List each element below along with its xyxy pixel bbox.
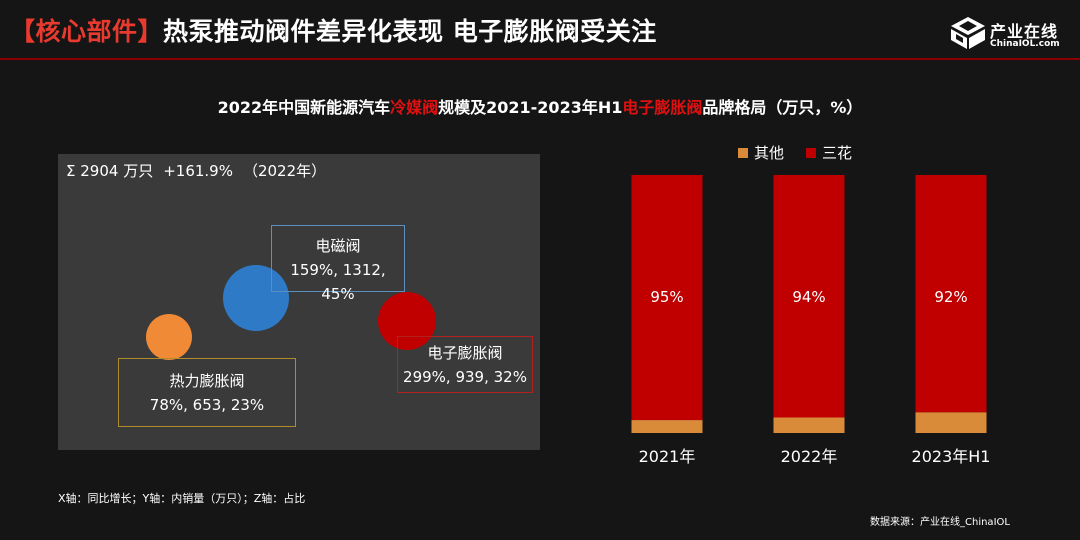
x-tick-label: 2021年	[639, 447, 696, 466]
chart-title-part2: 规模及2021-2023年H1	[438, 98, 623, 117]
summary-total: Σ 2904 万只	[66, 162, 154, 180]
bubble-label-name: 电子膨胀阀	[427, 344, 503, 362]
logo-name-cn: 产业在线	[990, 22, 1059, 41]
stacked-bar-chart: 95% 2021年 94% 2022年 92% 2023年H1	[631, 175, 991, 466]
bar-data-label: 95%	[650, 288, 683, 306]
chart-title-part1: 2022年中国新能源汽车	[217, 98, 391, 117]
chart-title-highlight2: 电子膨胀阀	[622, 98, 703, 117]
bubble-label-name: 电磁阀	[315, 237, 361, 255]
title-text: 热泵推动阀件差异化表现 电子膨胀阀受关注	[163, 17, 657, 46]
source-note: 数据来源：产业在线_ChinaIOL	[870, 517, 1010, 528]
bubble-label-thermal-expansion-valve: 热力膨胀阀 78%, 653, 23%	[118, 358, 296, 427]
bubble-chart-panel	[58, 154, 540, 450]
bar-segment-other	[915, 412, 987, 433]
chart-title-part3: 品牌格局（万只，%）	[702, 98, 863, 117]
axis-note: X轴：同比增长；Y轴：内销量（万只）；Z轴：占比	[58, 492, 306, 505]
logo-name-en: ChinaIOL.com	[990, 39, 1060, 49]
bar-segment-sanhua	[915, 175, 987, 413]
chart-title-highlight1: 冷媒阀	[390, 98, 439, 117]
bar-segment-sanhua	[631, 175, 703, 421]
bubble-label-values: 159%, 1312, 45%	[290, 261, 386, 303]
x-tick-label: 2022年	[781, 447, 838, 466]
legend-item-sanhua: 三花	[806, 142, 852, 163]
legend-swatch-sanhua	[806, 147, 817, 158]
bubble-summary: Σ 2904 万只 +161.9% （2022年）	[66, 160, 336, 181]
bubble-thermal-expansion-valve	[146, 314, 192, 360]
bar-segment-other	[773, 417, 845, 433]
bubble-label-values: 299%, 939, 32%	[403, 368, 527, 386]
header-divider	[0, 58, 1080, 60]
bubble-label-name: 热力膨胀阀	[169, 372, 245, 390]
bar-segment-other	[631, 420, 703, 433]
legend-label-other: 其他	[754, 144, 785, 162]
bubble-label-solenoid-valve: 电磁阀 159%, 1312, 45%	[271, 225, 405, 303]
legend-label-sanhua: 三花	[822, 144, 853, 162]
legend-swatch-other	[738, 147, 748, 158]
x-tick-label: 2023年H1	[912, 447, 991, 466]
bubble-solenoid-valve	[223, 265, 289, 331]
bar-segment-sanhua	[773, 175, 845, 418]
bubble-label-values: 78%, 653, 23%	[149, 396, 265, 414]
title-bracket: 【核心部件】	[10, 17, 164, 46]
bubble-electronic-expansion-valve	[378, 292, 436, 350]
summary-year: （2022年）	[242, 162, 327, 180]
chinaiol-logo-icon	[951, 17, 985, 49]
chart-title: 2022年中国新能源汽车冷媒阀规模及2021-2023年H1电子膨胀阀品牌格局（…	[0, 94, 1080, 118]
chart-legend: 其他 三花	[738, 142, 852, 163]
bubble-label-electronic-expansion-valve: 电子膨胀阀 299%, 939, 32%	[397, 336, 533, 393]
bar-data-label: 92%	[934, 288, 967, 306]
summary-growth: +161.9%	[163, 162, 233, 180]
page-title: 【核心部件】热泵推动阀件差异化表现 电子膨胀阀受关注	[10, 12, 657, 48]
bar-data-label: 94%	[792, 288, 825, 306]
brand-logo: 产业在线 ChinaIOL.com	[950, 16, 1070, 56]
legend-item-other: 其他	[738, 142, 784, 163]
